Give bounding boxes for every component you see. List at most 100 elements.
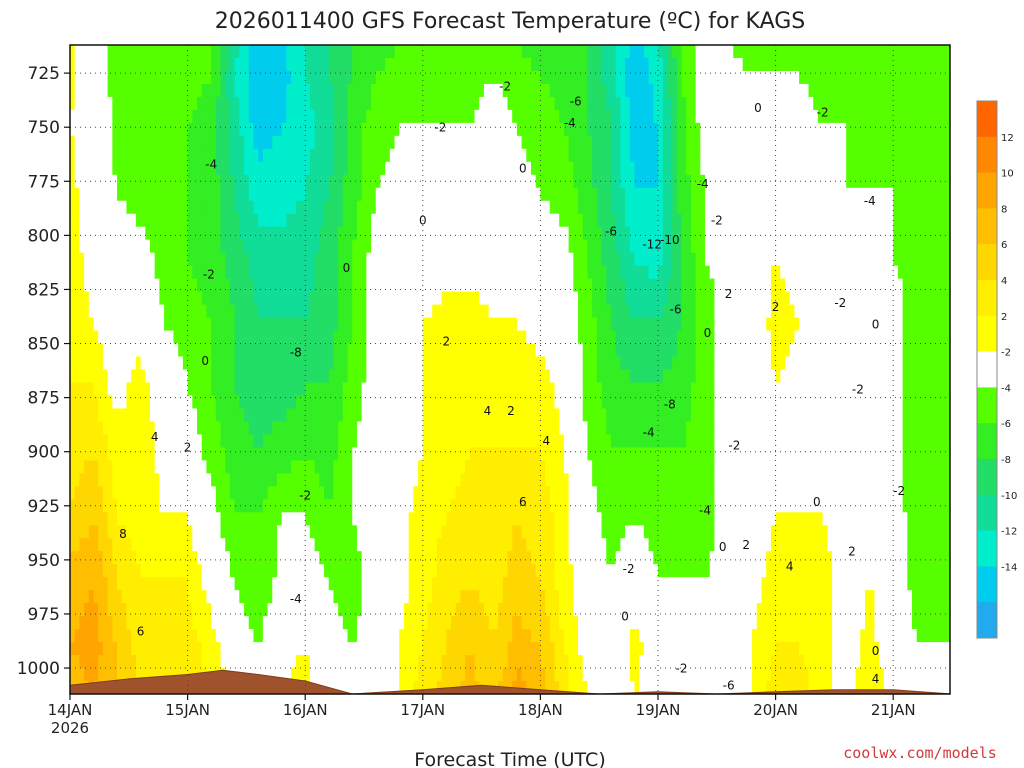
- heat-cell: [380, 460, 386, 474]
- heat-cell: [403, 252, 410, 267]
- heat-cell: [107, 343, 113, 358]
- heat-cell: [149, 434, 156, 448]
- heat-cell: [173, 343, 179, 358]
- heat-cell: [385, 239, 391, 254]
- heat-cell: [432, 200, 438, 215]
- heat-cell: [267, 473, 273, 487]
- heat-cell: [98, 655, 104, 669]
- heat-cell: [474, 395, 480, 410]
- heat-cell: [291, 668, 297, 682]
- heat-cell: [314, 70, 320, 85]
- heat-cell: [262, 135, 269, 150]
- heat-cell: [530, 304, 537, 319]
- heat-cell: [173, 252, 179, 267]
- heat-cell: [173, 83, 179, 98]
- heat-cell: [371, 161, 377, 176]
- heat-cell: [295, 421, 302, 435]
- heat-cell: [276, 668, 283, 682]
- heat-cell: [465, 70, 471, 85]
- heat-cell: [149, 603, 156, 617]
- heat-cell: [291, 629, 297, 643]
- heat-cell: [366, 616, 372, 630]
- heat-cell: [164, 174, 170, 189]
- heat-cell: [149, 291, 156, 306]
- heat-cell: [168, 590, 175, 604]
- heat-cell: [498, 109, 504, 124]
- heat-cell: [338, 291, 344, 306]
- heat-cell: [352, 460, 358, 474]
- heat-cell: [535, 122, 541, 137]
- heat-cell: [79, 616, 85, 630]
- heat-cell: [215, 525, 222, 539]
- heat-cell: [535, 226, 541, 241]
- heat-cell: [154, 369, 160, 384]
- heat-cell: [225, 486, 231, 500]
- heat-cell: [371, 538, 377, 552]
- heat-cell: [361, 538, 367, 552]
- heat-cell: [295, 200, 302, 215]
- heat-cell: [187, 538, 193, 552]
- heat-cell: [295, 603, 302, 617]
- heat-cell: [187, 96, 193, 111]
- heat-cell: [498, 317, 504, 332]
- heat-cell: [291, 122, 297, 137]
- heat-cell: [479, 70, 485, 85]
- heat-cell: [164, 57, 170, 72]
- heat-cell: [413, 70, 419, 85]
- heat-cell: [182, 148, 189, 163]
- heat-cell: [469, 369, 476, 384]
- heat-cell: [465, 135, 471, 150]
- heat-cell: [267, 330, 273, 345]
- heat-cell: [403, 135, 410, 150]
- heat-cell: [483, 369, 490, 384]
- heat-cell: [474, 655, 480, 669]
- heat-cell: [328, 564, 335, 578]
- heat-cell: [112, 382, 118, 397]
- heat-cell: [361, 213, 367, 228]
- heat-cell: [112, 213, 118, 228]
- heat-cell: [526, 668, 532, 682]
- heat-cell: [117, 642, 123, 656]
- heat-cell: [286, 70, 292, 85]
- heat-cell: [276, 616, 283, 630]
- heat-cell: [446, 356, 452, 371]
- heat-cell: [121, 45, 128, 59]
- heat-cell: [70, 668, 76, 682]
- heat-cell: [267, 200, 273, 215]
- heat-cell: [102, 395, 109, 410]
- heat-cell: [178, 96, 184, 111]
- heat-cell: [300, 304, 306, 319]
- heat-cell: [215, 616, 222, 630]
- heat-cell: [441, 278, 447, 293]
- heat-cell: [314, 551, 320, 565]
- heat-cell: [131, 265, 137, 280]
- heat-cell: [498, 161, 504, 176]
- heat-cell: [182, 265, 189, 280]
- heat-cell: [352, 512, 358, 526]
- heat-cell: [521, 681, 527, 694]
- heat-cell: [394, 200, 400, 215]
- heat-cell: [93, 213, 99, 228]
- heat-cell: [197, 356, 203, 371]
- heat-cell: [168, 304, 175, 319]
- heat-cell: [380, 174, 386, 189]
- heat-cell: [98, 434, 104, 448]
- heat-cell: [187, 122, 193, 137]
- heat-cell: [126, 395, 132, 410]
- heat-cell: [319, 460, 325, 474]
- heat-cell: [248, 161, 255, 176]
- heat-cell: [253, 109, 259, 124]
- heat-cell: [154, 213, 160, 228]
- heat-cell: [389, 239, 396, 254]
- heat-cell: [498, 343, 504, 358]
- heat-cell: [229, 577, 236, 591]
- heat-cell: [197, 135, 203, 150]
- heat-cell: [112, 96, 118, 111]
- heat-cell: [371, 382, 377, 397]
- heat-cell: [403, 330, 410, 345]
- heat-cell: [521, 603, 527, 617]
- heat-cell: [498, 200, 504, 215]
- heat-cell: [366, 226, 372, 241]
- heat-cell: [418, 642, 424, 656]
- heat-cell: [436, 70, 443, 85]
